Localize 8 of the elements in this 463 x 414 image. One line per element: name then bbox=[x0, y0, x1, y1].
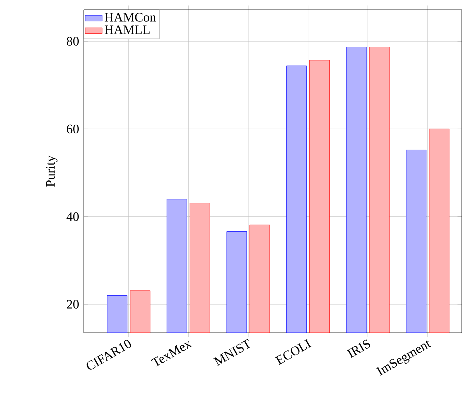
legend-label: HAMCon bbox=[104, 13, 156, 22]
legend-label: HAMLL bbox=[104, 26, 150, 34]
y-tick-label: 40 bbox=[66, 212, 79, 222]
y-tick-label: 80 bbox=[67, 37, 79, 46]
y-tick-label: 60 bbox=[67, 124, 79, 134]
y-tick-label: 20 bbox=[67, 300, 79, 309]
y-axis-title: Purity bbox=[46, 156, 58, 187]
x-tick-label: IRIS bbox=[346, 340, 370, 358]
